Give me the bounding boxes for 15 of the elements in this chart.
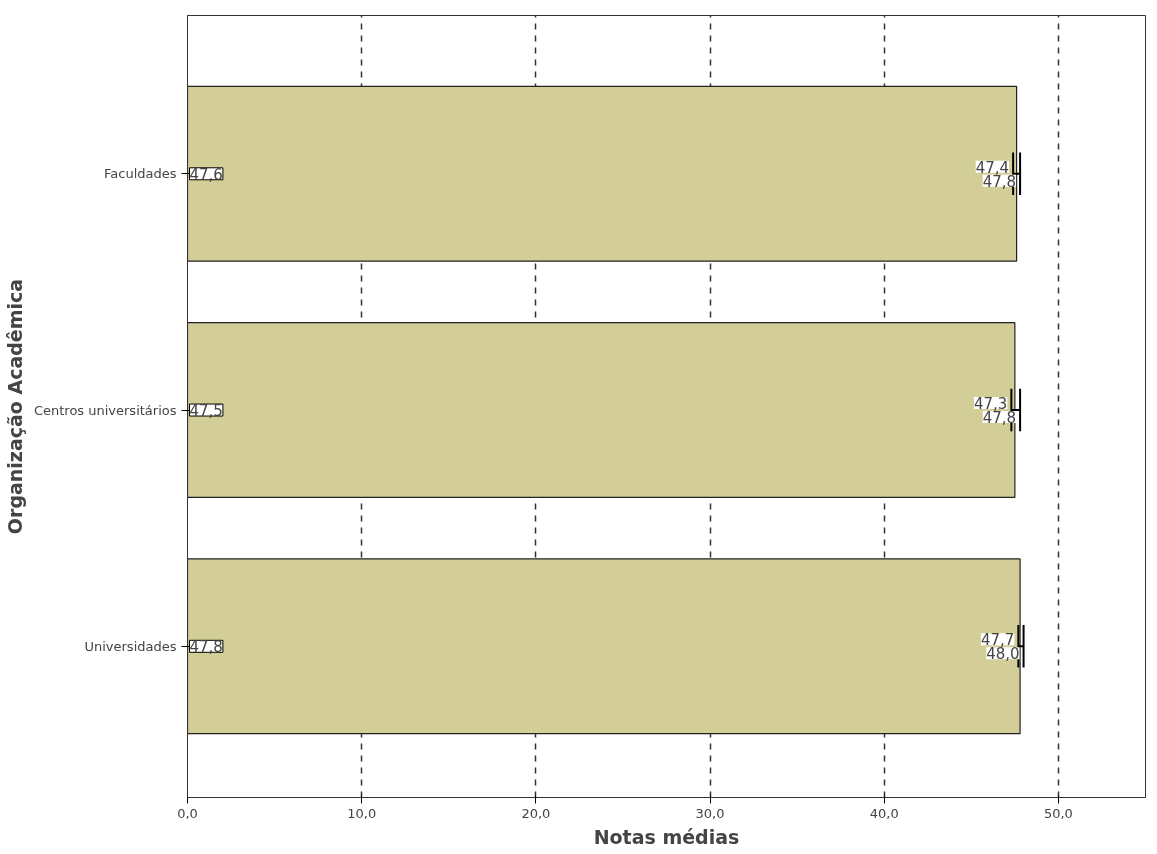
y-axis-title: Organização Acadêmica <box>3 278 26 535</box>
y-tick-label: Centros universitários <box>33 402 177 418</box>
annotation: 47,8 <box>982 409 1017 428</box>
x-tick-label: 0,0 <box>177 805 198 821</box>
data-label: 47,8 <box>189 638 223 657</box>
y-tick-label: Faculdades <box>104 166 177 182</box>
x-tick-label: 10,0 <box>347 805 377 821</box>
annotation: 47,4 <box>975 158 1010 177</box>
x-tick-label: 30,0 <box>695 805 725 821</box>
x-tick-label: 50,0 <box>1043 805 1073 821</box>
annotation: 47,7 <box>980 631 1015 650</box>
x-tick-label: 20,0 <box>521 805 551 821</box>
y-tick-label: Universidades <box>84 638 177 654</box>
x-axis-title: Notas médias <box>593 825 740 848</box>
x-tick-label: 40,0 <box>869 805 899 821</box>
